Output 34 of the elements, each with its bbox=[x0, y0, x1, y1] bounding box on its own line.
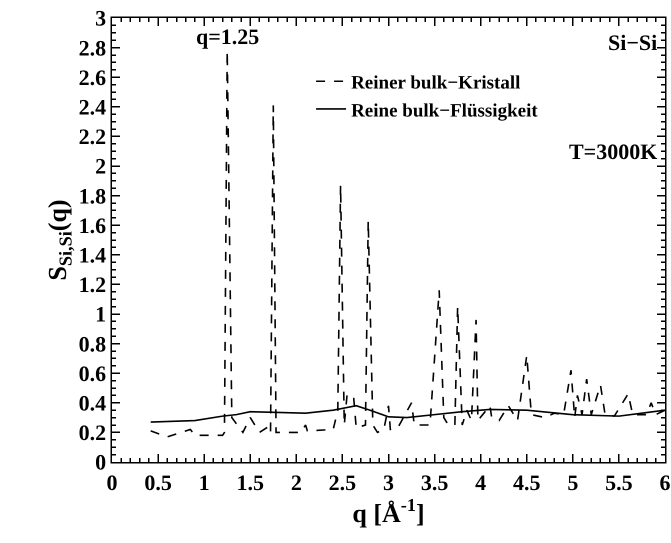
legend-label: Reiner bulk−Kristall bbox=[351, 72, 520, 94]
x-tick-label: 1.5 bbox=[236, 470, 264, 495]
y-tick-label: 0.4 bbox=[78, 390, 106, 416]
y-tick-label: 2.6 bbox=[78, 64, 106, 90]
y-tick-label: 0.6 bbox=[78, 360, 106, 386]
y-tick-label: 2.4 bbox=[78, 94, 106, 120]
x-tick-label: 1 bbox=[198, 470, 210, 495]
x-tick-label: 2 bbox=[290, 470, 302, 495]
y-tick-label: 0.2 bbox=[78, 420, 106, 446]
x-tick-label: 3.5 bbox=[420, 470, 448, 495]
x-tick-label: 4 bbox=[475, 470, 486, 495]
annotation: T=3000K bbox=[569, 139, 658, 164]
y-tick-label: 0.8 bbox=[78, 331, 106, 356]
x-tick-label: 6 bbox=[660, 470, 670, 495]
x-axis-title: q [Å$^{-1}$] bbox=[352, 494, 425, 528]
y-tick-label: 1 bbox=[95, 302, 106, 327]
x-tick-label: 5.5 bbox=[605, 470, 633, 495]
y-tick-label: 1.2 bbox=[78, 272, 106, 298]
y-tick-label: 2 bbox=[95, 154, 106, 179]
y-tick-label: 0 bbox=[95, 450, 106, 475]
y-tick-label: 1.4 bbox=[78, 242, 106, 268]
x-tick-label: 4.5 bbox=[513, 470, 540, 495]
y-tick-label: 3 bbox=[95, 6, 106, 31]
annotation: q=1.25 bbox=[196, 24, 260, 49]
y-tick-label: 1.6 bbox=[78, 212, 106, 238]
x-tick-label: 2.5 bbox=[328, 470, 356, 495]
y-tick-label: 2.8 bbox=[78, 35, 106, 60]
x-tick-label: 0.5 bbox=[144, 470, 172, 495]
legend-label: Reine bulk−Flüssigkeit bbox=[351, 100, 538, 122]
annotation: Si−Si bbox=[608, 30, 658, 55]
y-tick-label: 2.2 bbox=[78, 124, 106, 150]
x-tick-label: 5 bbox=[567, 470, 578, 495]
x-tick-label: 3 bbox=[383, 470, 394, 495]
y-tick-label: 1.8 bbox=[78, 183, 106, 208]
